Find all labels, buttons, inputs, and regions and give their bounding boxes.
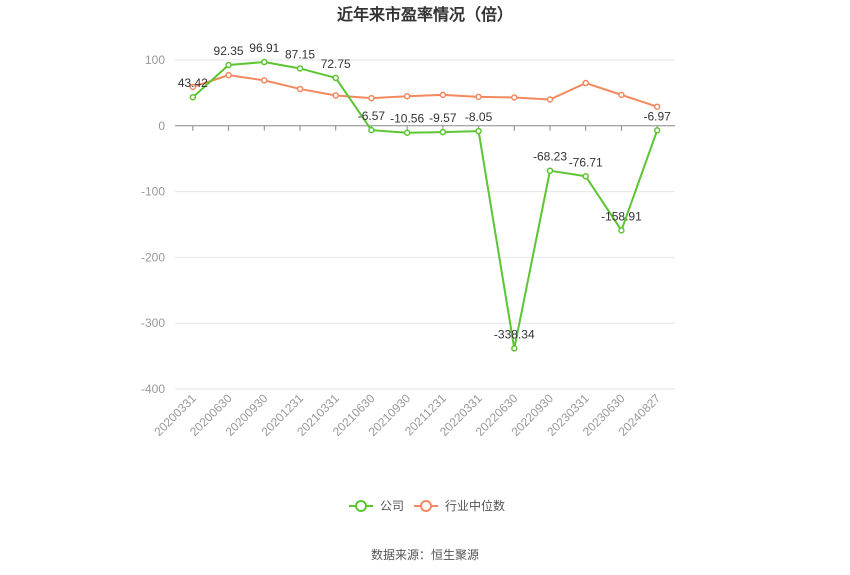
company-data-label: 87.15 (285, 47, 315, 61)
x-axis: 2020033120200630202009302020123120210331… (151, 125, 663, 439)
series-lines (189, 58, 661, 352)
company-data-label: 92.35 (214, 44, 244, 58)
legend-company-marker (355, 500, 367, 512)
legend-company-label: 公司 (380, 499, 404, 513)
company-point[interactable] (618, 227, 625, 234)
industry-median-line (192, 74, 658, 108)
legend-industry-label: 行业中位数 (445, 498, 505, 513)
company-data-label: 96.91 (249, 41, 279, 55)
company-data-label: -6.97 (643, 109, 671, 123)
company-data-label: -338.34 (494, 327, 535, 341)
industry-median-point[interactable] (296, 85, 304, 93)
industry-median-point[interactable] (189, 83, 197, 91)
y-tick-label: -100 (141, 185, 165, 199)
company-data-label: 72.75 (321, 57, 351, 71)
industry-median-point[interactable] (618, 91, 625, 99)
company-point[interactable] (225, 61, 232, 69)
company-data-label: -10.56 (390, 112, 424, 126)
company-point[interactable] (546, 167, 554, 174)
industry-median-point[interactable] (403, 92, 411, 100)
industry-median-point[interactable] (225, 71, 232, 79)
y-tick-label: -300 (141, 316, 165, 330)
legend-industry-marker (420, 500, 432, 512)
company-point[interactable] (582, 173, 589, 180)
y-tick-label: 100 (145, 53, 165, 67)
company-point[interactable] (653, 127, 661, 134)
company-point[interactable] (332, 74, 339, 82)
y-tick-label: -200 (141, 250, 165, 264)
industry-median-point[interactable] (439, 91, 447, 99)
company-data-label: 43.42 (178, 76, 208, 90)
chart-title: 近年来市盈率情况（倍） (337, 5, 513, 24)
company-data-label: -68.23 (533, 150, 567, 164)
y-axis: 100 0 -100 -200 -300 -400 (141, 53, 165, 396)
industry-median-point[interactable] (546, 96, 554, 103)
company-point[interactable] (439, 128, 447, 136)
company-point[interactable] (475, 127, 482, 135)
legend: 公司 行业中位数 (349, 498, 505, 513)
industry-median-point[interactable] (261, 77, 268, 84)
company-data-label: -158.91 (601, 209, 642, 223)
company-data-label: -6.57 (358, 109, 386, 123)
company-point[interactable] (403, 129, 411, 136)
data-source: 数据来源：恒生聚源 (371, 547, 479, 562)
legend-item-company[interactable]: 公司 (349, 499, 404, 513)
company-data-label: -76.71 (569, 155, 603, 169)
gridlines (175, 59, 675, 390)
industry-median-point[interactable] (511, 94, 518, 101)
company-point[interactable] (261, 58, 268, 66)
industry-median-point[interactable] (475, 93, 482, 101)
company-point[interactable] (511, 345, 518, 352)
industry-median-point[interactable] (332, 92, 339, 99)
legend-item-industry-median[interactable]: 行业中位数 (414, 498, 505, 513)
data-labels: 43.42 92.35 96.91 87.15 72.75 -6.57 -10.56 -9.5… (178, 41, 671, 341)
company-data-label: -9.57 (429, 111, 457, 125)
industry-median-point[interactable] (653, 103, 661, 110)
company-data-label: -8.05 (465, 110, 493, 124)
company-line (192, 61, 659, 350)
company-point[interactable] (368, 126, 375, 134)
industry-median-point[interactable] (368, 94, 375, 102)
company-point[interactable] (189, 93, 197, 101)
y-tick-label: 0 (158, 119, 165, 133)
industry-median-point[interactable] (582, 79, 589, 87)
company-point[interactable] (296, 65, 304, 72)
y-tick-label: -400 (141, 382, 165, 396)
